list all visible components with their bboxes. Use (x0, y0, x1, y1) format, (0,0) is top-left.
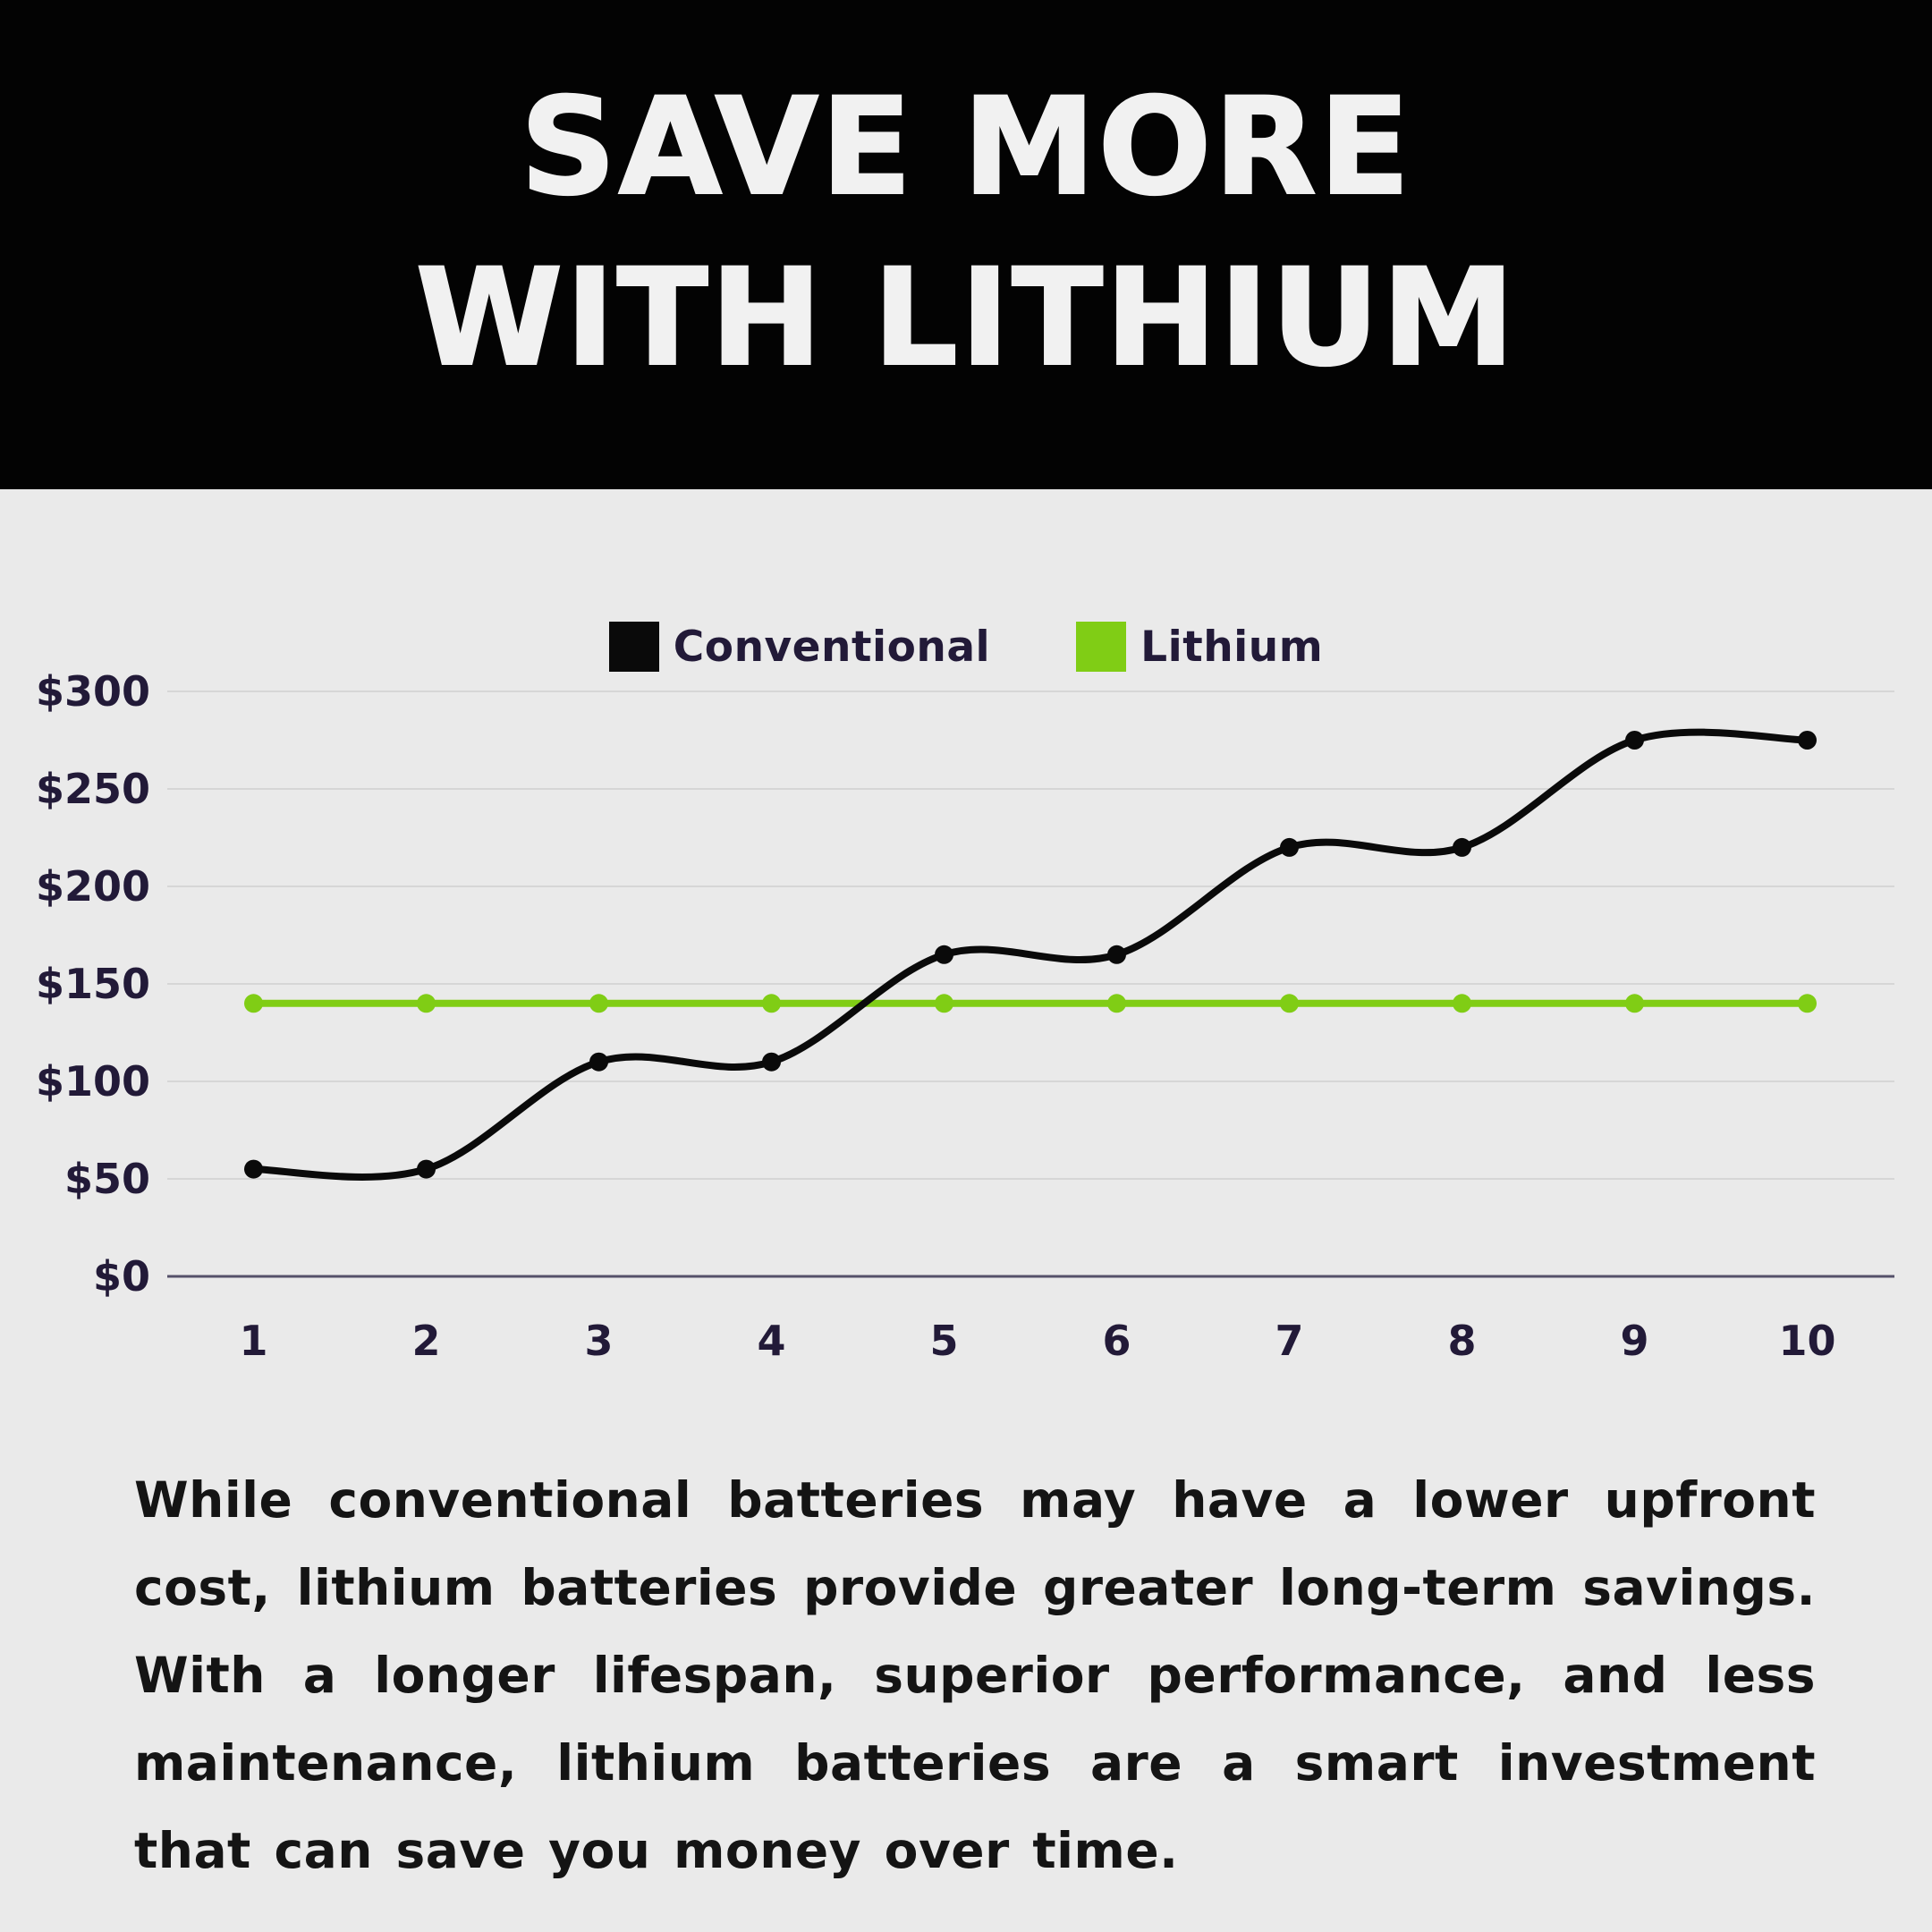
title-line-1: SAVE MORE (519, 69, 1412, 226)
body-paragraph: While conventional batteries may have a … (134, 1471, 1816, 1879)
y-tick-label-250: $250 (36, 765, 150, 813)
legend-label-lithium: Lithium (1140, 622, 1324, 672)
legend-item-lithium: Lithium (1076, 622, 1323, 672)
data-point-lithium-9 (1625, 994, 1644, 1013)
data-point-lithium-8 (1453, 994, 1471, 1013)
x-tick-label-9: 9 (1620, 1317, 1648, 1365)
x-tick-label-1: 1 (239, 1317, 267, 1365)
chart-legend: Conventional Lithium (0, 622, 1932, 672)
legend-label-conventional: Conventional (673, 622, 991, 672)
x-tick-label-6: 6 (1102, 1317, 1131, 1365)
y-tick-label-50: $50 (64, 1155, 150, 1203)
data-point-conventional-5 (935, 945, 953, 964)
data-point-conventional-3 (589, 1052, 608, 1072)
data-point-conventional-9 (1625, 731, 1644, 750)
data-point-lithium-10 (1798, 994, 1817, 1013)
x-tick-label-7: 7 (1275, 1317, 1303, 1365)
legend-swatch-lithium (1076, 622, 1127, 672)
data-point-lithium-3 (589, 994, 608, 1013)
title-line-2: WITH LITHIUM (414, 240, 1517, 397)
data-point-lithium-1 (244, 994, 263, 1013)
legend-item-conventional: Conventional (608, 622, 991, 672)
data-point-lithium-4 (762, 994, 781, 1013)
x-tick-label-4: 4 (757, 1317, 785, 1365)
data-point-lithium-2 (417, 994, 436, 1013)
y-tick-label-0: $0 (93, 1252, 150, 1301)
series-line-conventional (250, 728, 1811, 1181)
data-point-conventional-1 (244, 1159, 263, 1179)
data-point-conventional-7 (1280, 837, 1299, 857)
page-title: SAVE MORE WITH LITHIUM (414, 63, 1517, 403)
data-point-conventional-4 (762, 1052, 781, 1072)
savings-line-chart: $0 $50 $100 $150 $200 $250 $300 1 2 3 4 5 6 7 8 9 10 (36, 667, 1894, 1365)
data-point-conventional-10 (1798, 731, 1817, 750)
x-tick-label-3: 3 (584, 1317, 613, 1365)
data-point-conventional-8 (1453, 837, 1471, 857)
chart-section: $0 $50 $100 $150 $200 $250 $300 1 2 3 4 5 6 7 8 9 10 Con… (0, 489, 1932, 1415)
x-tick-label-5: 5 (929, 1317, 958, 1365)
y-tick-label-150: $150 (36, 960, 150, 1008)
x-tick-label-10: 10 (1778, 1317, 1835, 1365)
data-point-conventional-2 (417, 1159, 436, 1179)
x-tick-label-2: 2 (411, 1317, 440, 1365)
x-tick-label-8: 8 (1447, 1317, 1476, 1365)
y-tick-label-200: $200 (36, 862, 150, 911)
data-point-conventional-6 (1107, 945, 1126, 964)
header: SAVE MORE WITH LITHIUM (0, 0, 1932, 489)
y-tick-label-100: $100 (36, 1057, 150, 1106)
data-point-lithium-5 (935, 994, 953, 1013)
legend-swatch-conventional (608, 622, 659, 672)
data-point-lithium-7 (1280, 994, 1299, 1013)
y-tick-label-300: $300 (36, 667, 150, 716)
data-point-lithium-6 (1107, 994, 1126, 1013)
